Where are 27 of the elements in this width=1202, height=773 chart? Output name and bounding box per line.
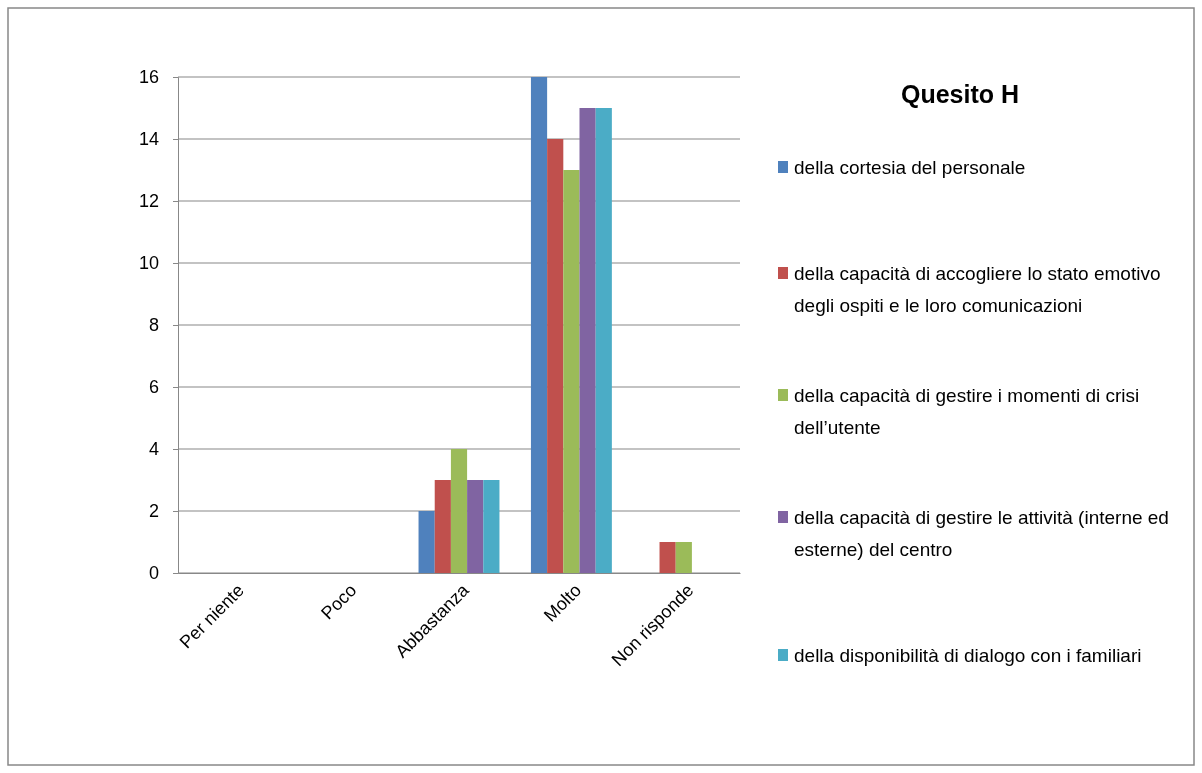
legend-label: della capacità di gestire le attività (interne ed esterne) del centro bbox=[794, 506, 1169, 560]
y-tick-label: 14 bbox=[138, 129, 159, 150]
y-tick-label: 4 bbox=[148, 439, 159, 460]
bar bbox=[595, 108, 612, 573]
y-tick-label: 0 bbox=[148, 563, 159, 584]
bar bbox=[450, 449, 468, 573]
bar bbox=[563, 170, 580, 573]
bar bbox=[418, 511, 435, 573]
y-tick-label: 8 bbox=[148, 315, 159, 336]
bar bbox=[659, 542, 676, 573]
bar bbox=[530, 77, 548, 573]
bar bbox=[434, 480, 451, 573]
bar bbox=[675, 542, 692, 573]
y-tick-label: 12 bbox=[138, 191, 159, 212]
legend-label: della capacità di gestire i momenti di crisi dell’utente bbox=[794, 384, 1140, 438]
text: Quesito H bbox=[900, 80, 1020, 108]
legend-label: della capacità di accogliere lo stato emotivo degli ospiti e le loro comunicazioni bbox=[794, 262, 1161, 316]
bar bbox=[579, 108, 596, 573]
y-tick-label: 2 bbox=[148, 501, 159, 522]
legend-label: della cortesia del personale bbox=[794, 156, 1026, 178]
y-tick-label: 6 bbox=[148, 377, 159, 398]
bar bbox=[467, 480, 484, 573]
y-tick-label: 10 bbox=[138, 253, 159, 274]
legend-label: della disponibilità di dialogo con i familiari bbox=[794, 644, 1142, 666]
bar bbox=[483, 480, 500, 573]
bar bbox=[547, 139, 564, 573]
y-tick-label: 16 bbox=[138, 67, 159, 88]
